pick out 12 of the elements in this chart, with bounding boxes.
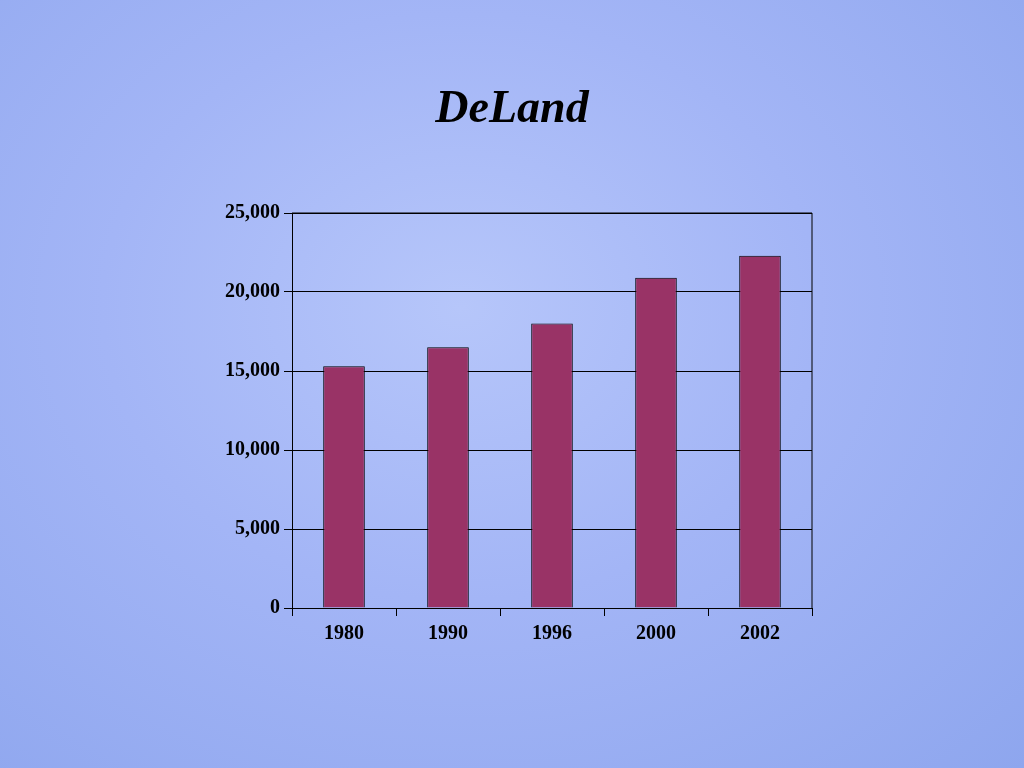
- y-tick-label: 15,000: [225, 358, 280, 381]
- x-tick-label: 1996: [532, 621, 572, 644]
- x-tick-label: 1990: [428, 621, 468, 644]
- y-tick-label: 20,000: [225, 279, 280, 302]
- chart-title: DeLand: [434, 80, 591, 133]
- y-tick-label: 10,000: [225, 437, 280, 460]
- y-tick-label: 0: [270, 595, 280, 618]
- x-tick-label: 2002: [740, 621, 780, 644]
- x-tick-label: 1980: [324, 621, 364, 644]
- y-tick-label: 5,000: [235, 516, 280, 539]
- y-tick-label: 25,000: [225, 200, 280, 223]
- x-tick-label: 2000: [636, 621, 676, 644]
